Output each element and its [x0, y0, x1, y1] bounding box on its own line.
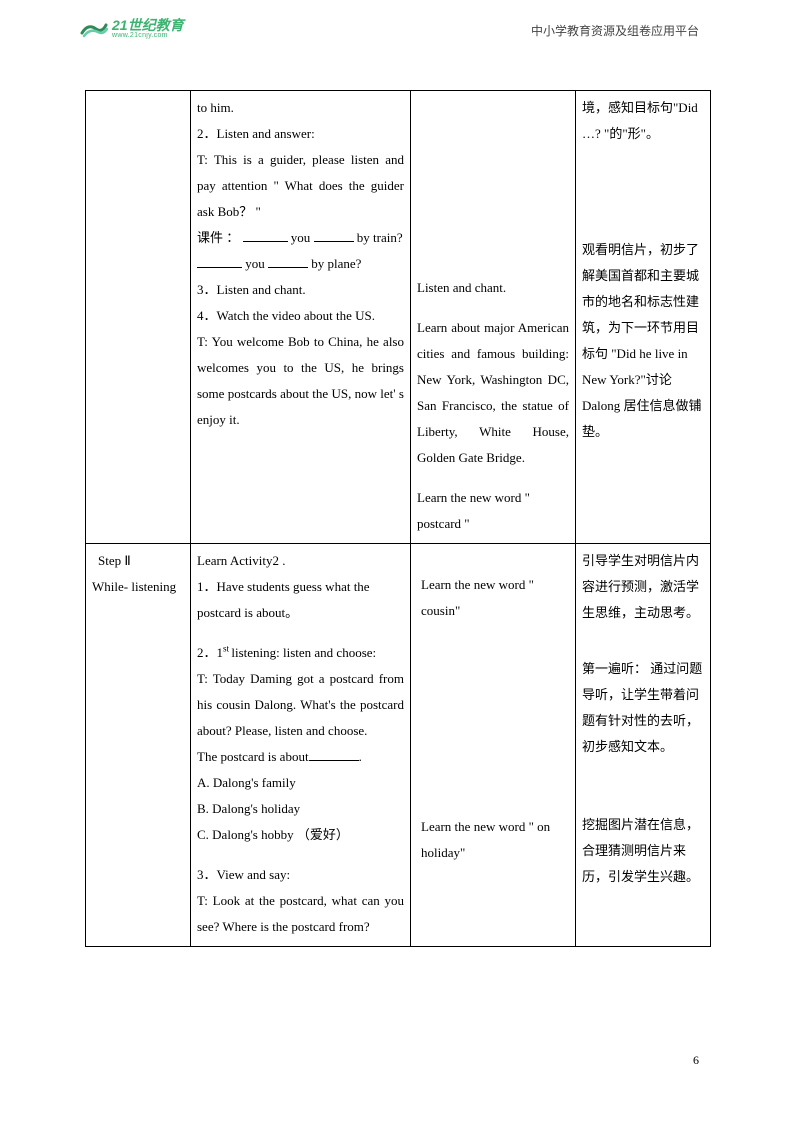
cell-purpose: 境，感知目标句"Did …? "的"形"。 观看明信片，初步了解美国首都和主要城… — [576, 91, 711, 544]
cell-teacher-activity: Learn Activity2 . 1．Have students guess … — [191, 544, 411, 947]
page-content: to him. 2．Listen and answer: T: This is … — [85, 90, 710, 947]
text-block: T: Today Daming got a postcard from his … — [197, 666, 404, 744]
logo-text-cn: 21世纪教育 — [112, 18, 184, 32]
cell-step: Step Ⅱ While- listening — [86, 544, 191, 947]
logo-text: 21世纪教育 www.21cnjy.com — [112, 18, 184, 40]
text-span: by plane? — [311, 256, 361, 271]
fill-blank — [243, 229, 288, 242]
text-line: Listen and chant. — [417, 275, 569, 301]
label-courseware: 课件 ： — [197, 230, 239, 245]
spacer — [582, 626, 704, 656]
text-span: 观看明信片，初步了解美国首都和主要城市的地名和标志性建筑，为下一环节用目标句 "… — [582, 242, 699, 387]
text-line: 2．1st listening: listen and choose: — [197, 640, 404, 666]
text-line: A. Dalong's family — [197, 770, 404, 796]
cell-step — [86, 91, 191, 544]
text-line: to him. — [197, 95, 404, 121]
cell-student-activity: Listen and chant. Learn about major Amer… — [411, 91, 576, 544]
text-line: B. Dalong's holiday — [197, 796, 404, 822]
table-row: Step Ⅱ While- listening Learn Activity2 … — [86, 544, 711, 947]
text-span: listening: listen and choose: — [231, 645, 376, 660]
text-span: 2．1 — [197, 645, 223, 660]
text-block: Learn about major American cities and fa… — [417, 315, 569, 471]
spacer — [417, 624, 569, 814]
cell-purpose: 引导学生对明信片内容进行预测，激活学生思维，主动思考。 第一遍听： 通过问题导听… — [576, 544, 711, 947]
cell-student-activity: Learn the new word " cousin" Learn the n… — [411, 544, 576, 947]
logo-text-en: www.21cnjy.com — [112, 32, 184, 40]
text-line: 课件 ： you by train? — [197, 225, 404, 251]
spacer — [582, 760, 704, 812]
text-line: The postcard is about. — [197, 744, 404, 770]
text-line: 3．Listen and chant. — [197, 277, 404, 303]
text-line: 1．Have students guess what the postcard … — [197, 574, 404, 626]
text-line: Learn Activity2 . — [197, 548, 404, 574]
logo: 21世纪教育 www.21cnjy.com — [80, 18, 184, 40]
spacer — [417, 95, 569, 275]
text-block: T: Look at the postcard, what can you se… — [197, 888, 404, 940]
text-block: 引导学生对明信片内容进行预测，激活学生思维，主动思考。 — [582, 548, 704, 626]
text-span: by train? — [357, 230, 403, 245]
spacer — [417, 548, 569, 572]
page-header: 21世纪教育 www.21cnjy.com 中小学教育资源及组卷应用平台 — [0, 18, 794, 48]
text-block: T: This is a guider, please listen and p… — [197, 147, 404, 225]
text-line: 3．View and say: — [197, 862, 404, 888]
text-span: you — [245, 256, 268, 271]
page-number: 6 — [693, 1053, 699, 1068]
spacer — [417, 301, 569, 315]
spacer — [197, 848, 404, 862]
text-line: Learn the new word " postcard " — [417, 485, 569, 537]
lesson-table: to him. 2．Listen and answer: T: This is … — [85, 90, 711, 947]
text-line: Learn the new word " cousin" — [417, 572, 569, 624]
text-span: The postcard is about — [197, 749, 309, 764]
text-block: 第一遍听： 通过问题导听，让学生带着问题有针对性的去听，初步感知文本。 — [582, 656, 704, 760]
logo-mark-icon — [80, 19, 108, 39]
text-line: Learn the new word " on holiday" — [417, 814, 569, 866]
text-line: you by plane? — [197, 251, 404, 277]
cell-teacher-activity: to him. 2．Listen and answer: T: This is … — [191, 91, 411, 544]
spacer — [197, 626, 404, 640]
text-block: T: You welcome Bob to China, he also wel… — [197, 329, 404, 433]
text-span: 讨论 — [646, 372, 672, 387]
text-block: 境，感知目标句"Did …? "的"形"。 — [582, 95, 704, 147]
text-line: While- listening — [92, 574, 184, 600]
text-line: 2．Listen and answer: — [197, 121, 404, 147]
text-block: 观看明信片，初步了解美国首都和主要城市的地名和标志性建筑，为下一环节用目标句 "… — [582, 237, 704, 445]
text-span: you — [291, 230, 314, 245]
spacer — [582, 147, 704, 237]
text-span: Dalong — [582, 398, 620, 413]
fill-blank — [309, 748, 359, 761]
table-row: to him. 2．Listen and answer: T: This is … — [86, 91, 711, 544]
fill-blank — [197, 255, 242, 268]
fill-blank — [268, 255, 308, 268]
spacer — [417, 471, 569, 485]
text-span: . — [359, 749, 362, 764]
text-line: Step Ⅱ — [92, 548, 184, 574]
text-block: 挖掘图片潜在信息，合理猜测明信片来历，引发学生兴趣。 — [582, 812, 704, 890]
text-line: 4．Watch the video about the US. — [197, 303, 404, 329]
text-line: C. Dalong's hobby （爱好） — [197, 822, 404, 848]
header-title: 中小学教育资源及组卷应用平台 — [531, 22, 699, 39]
fill-blank — [314, 229, 354, 242]
